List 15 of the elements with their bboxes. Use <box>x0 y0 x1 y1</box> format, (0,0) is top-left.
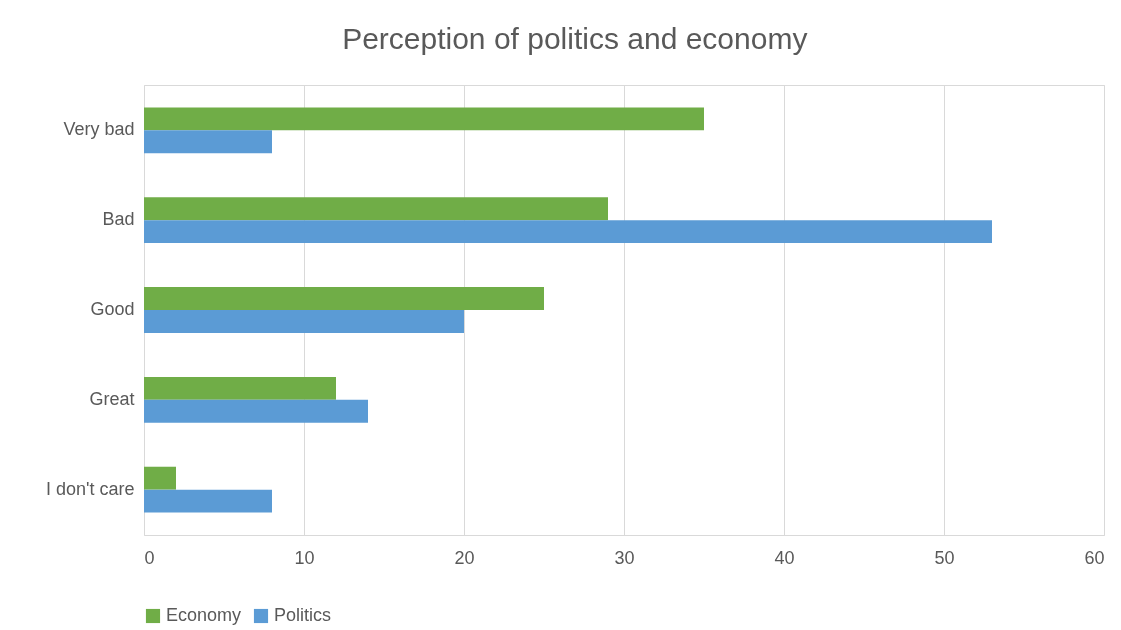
legend-label: Economy <box>166 605 242 625</box>
x-tick-label: 20 <box>454 547 475 568</box>
x-tick-label: 10 <box>294 547 315 568</box>
x-tick-label: 50 <box>934 547 955 568</box>
legend-label: Politics <box>274 605 332 625</box>
chart-title: Perception of politics and economy <box>342 22 808 55</box>
y-tick-label: I don't care <box>46 478 135 499</box>
y-tick-label: Bad <box>102 209 135 230</box>
x-tick-label: 30 <box>614 547 635 568</box>
y-tick-label: Good <box>90 299 135 319</box>
y-tick-label: Great <box>89 388 135 409</box>
x-tick-label: 0 <box>144 547 155 568</box>
x-tick-label: 60 <box>1084 547 1105 568</box>
x-tick-label: 40 <box>774 547 795 568</box>
y-tick-label: Very bad <box>63 119 135 140</box>
